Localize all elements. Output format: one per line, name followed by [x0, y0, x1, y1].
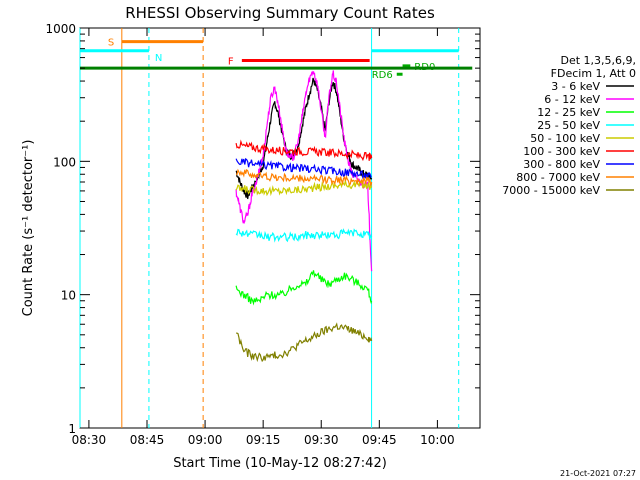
footer-timestamp: 21-Oct-2021 07:27 [560, 469, 636, 478]
legend-label-25-50-kev: 25 - 50 keV [537, 119, 600, 132]
series-line-12-25-kev [235, 270, 373, 306]
legend-label-100-300-kev: 100 - 300 keV [523, 145, 600, 158]
x-tick-label-09:15: 09:15 [246, 433, 281, 447]
y-tick-label-1: 1 [68, 422, 76, 436]
legend-label-50-100-kev: 50 - 100 keV [530, 132, 600, 145]
x-tick-label-09:45: 09:45 [362, 433, 397, 447]
annotation-label-rd6: RD6 [372, 70, 393, 81]
legend-label-800-7000-kev: 800 - 7000 keV [516, 171, 600, 184]
y-axis-label: Count Rate (s⁻¹ detector⁻¹) [21, 140, 36, 317]
chart-title: RHESSI Observing Summary Count Rates [125, 4, 435, 22]
x-tick-label-10:00: 10:00 [420, 433, 455, 447]
x-axis-ticks: 08:30 08:45 09:00 09:15 09:30 09:45 10:00 [72, 28, 455, 447]
x-tick-label-09:30: 09:30 [304, 433, 339, 447]
x-tick-label-09:00: 09:00 [188, 433, 223, 447]
legend-label-300-800-kev: 300 - 800 keV [523, 158, 600, 171]
y-tick-label-10: 10 [61, 289, 76, 303]
legend-label-3-6-kev: 3 - 6 keV [551, 80, 600, 93]
y-tick-label-100: 100 [53, 155, 76, 169]
y-tick-label-1000: 1000 [45, 22, 76, 36]
legend-label-6-12-kev: 6 - 12 keV [544, 93, 600, 106]
series-line-25-50-kev [235, 228, 373, 243]
annotation-label-n: N [155, 53, 162, 64]
legend: Det 1,3,5,6,9,FDecim 1, Att 03 - 6 keV6 … [502, 54, 636, 197]
plot-frame [79, 27, 481, 429]
x-axis-label: Start Time (10-May-12 08:27:42) [173, 456, 387, 471]
vertical-markers [79, 28, 460, 428]
legend-label-12-25-kev: 12 - 25 keV [537, 106, 600, 119]
annotation-label-s: S [108, 38, 114, 49]
series-line-800-7000-kev [236, 168, 373, 186]
series-line-100-300-kev [235, 139, 373, 162]
x-tick-label-08:30: 08:30 [72, 433, 107, 447]
legend-label-7000-15000-kev: 7000 - 15000 keV [502, 184, 600, 197]
series-lines [235, 70, 373, 363]
series-line-7000-15000-kev [236, 322, 373, 363]
legend-header-0: Det 1,3,5,6,9, [560, 54, 636, 67]
series-line-6-12-kev [235, 70, 373, 272]
y-axis-ticks: 1 10 100 1000 [45, 22, 480, 436]
annotation-label-f: F [228, 57, 234, 68]
series-line-300-800-kev [235, 157, 372, 179]
legend-header-1: FDecim 1, Att 0 [551, 67, 636, 80]
x-tick-label-08:45: 08:45 [130, 433, 165, 447]
annotation-bars: SNFRD0RD6 [80, 38, 473, 81]
series-line-50-100-kev [235, 179, 373, 197]
